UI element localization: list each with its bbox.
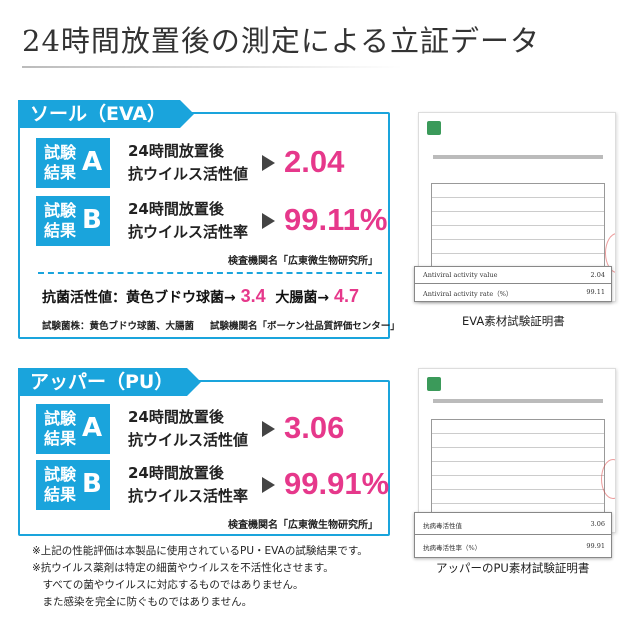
badge-label-top: 試験 (44, 143, 77, 162)
result-value: 3.06 (284, 410, 345, 445)
upper-tag: アッパー（PU） (18, 368, 202, 396)
metric-label: 24時間放置後 抗ウイルス活性率 (128, 462, 248, 508)
arrow-icon: → (224, 290, 236, 306)
institution-label: 検査機関名「広東微生物研究所」 (228, 520, 378, 531)
badge-label-bottom: 結果 (44, 485, 77, 504)
bacteria-2-name: 大腸菌 (275, 290, 318, 306)
institution-label: 検査機関名「広東微生物研究所」 (228, 256, 378, 267)
badge-label-bottom: 結果 (44, 221, 77, 240)
doc-table (431, 419, 605, 519)
summary-value: 99.11 (586, 288, 605, 296)
summary-label: 抗病毒活性值 (423, 522, 462, 530)
dashed-divider (38, 272, 382, 274)
bacteria-1-name: 黄色ブドウ球菌 (126, 290, 224, 306)
metric-label: 24時間放置後 抗ウイルス活性率 (128, 198, 248, 244)
test-strains: 試験菌株：黄色ブドウ球菌、大腸菌 (42, 321, 195, 332)
metric-line1: 24時間放置後 (128, 408, 224, 426)
metric-line2: 抗ウイルス活性率 (128, 487, 249, 505)
eva-certificate-caption: EVA素材試験証明書 (462, 314, 565, 328)
summary-value: 3.06 (590, 520, 605, 528)
badge-letter: A (82, 147, 103, 177)
sole-tag: ソール（EVA） (18, 100, 195, 128)
metric-line1: 24時間放置後 (128, 200, 224, 218)
metric-label: 24時間放置後 抗ウイルス活性値 (128, 140, 248, 186)
upper-panel: アッパー（PU） 試験 結果 A 24時間放置後 抗ウイルス活性値 3.06 試… (18, 368, 390, 536)
pu-certificate-image (418, 368, 616, 533)
metric-line1: 24時間放置後 (128, 142, 224, 160)
pu-certificate-caption: アッパーのPU素材試験証明書 (436, 561, 590, 575)
summary-label: Antiviral activity value (423, 271, 498, 279)
antibacterial-institution: 試験機関名「ボーケン社品質評価センター」 (210, 321, 400, 332)
footnote: ※上記の性能評価は本製品に使用されているPU・EVAの試験結果です。 (32, 545, 368, 557)
badge-letter: B (82, 205, 102, 235)
summary-value: 2.04 (590, 271, 605, 279)
triangle-arrow-icon (262, 421, 275, 437)
badge-label-bottom: 結果 (44, 163, 77, 182)
metric-label: 24時間放置後 抗ウイルス活性値 (128, 406, 248, 452)
metric-line2: 抗ウイルス活性値 (128, 165, 249, 183)
result-badge: 試験 結果 B (36, 196, 110, 246)
summary-row: 抗病毒活性值 3.06 (415, 513, 611, 535)
pu-certificate-summary: 抗病毒活性值 3.06 抗病毒活性率（%） 99.91 (414, 512, 612, 558)
footnote: ※抗ウイルス薬剤は特定の細菌やウイルスを不活性化させます。 (32, 562, 334, 574)
doc-header-line (433, 399, 603, 403)
result-value: 99.11% (284, 202, 388, 237)
result-value: 2.04 (284, 144, 345, 179)
badge-letter: B (82, 469, 102, 499)
metric-line2: 抗ウイルス活性値 (128, 431, 249, 449)
metric-line2: 抗ウイルス活性率 (128, 223, 249, 241)
title-underline (22, 66, 402, 68)
doc-header-line (433, 155, 603, 159)
triangle-arrow-icon (262, 155, 275, 171)
result-badge: 試験 結果 B (36, 460, 110, 510)
antibacterial-label: 抗菌活性値： (42, 290, 126, 306)
triangle-arrow-icon (262, 213, 275, 229)
page-title: 24時間放置後の測定による立証データ (22, 24, 541, 58)
badge-label-bottom: 結果 (44, 429, 77, 448)
badge-letter: A (82, 413, 103, 443)
lab-logo-icon (427, 377, 441, 391)
summary-label: 抗病毒活性率（%） (423, 544, 482, 552)
summary-row: 抗病毒活性率（%） 99.91 (415, 535, 611, 557)
badge-label-top: 試験 (44, 409, 77, 428)
eva-certificate-summary: Antiviral activity value 2.04 Antiviral … (414, 266, 612, 302)
footnotes: ※上記の性能評価は本製品に使用されているPU・EVAの試験結果です。 ※抗ウイル… (32, 543, 368, 611)
metric-line1: 24時間放置後 (128, 464, 224, 482)
antibacterial-line: 抗菌活性値：黄色ブドウ球菌→ 3.4 大腸菌→ 4.7 (42, 286, 359, 307)
bacteria-2-value: 4.7 (334, 286, 360, 306)
summary-value: 99.91 (586, 542, 605, 550)
summary-label: Antiviral activity rate（%） (423, 290, 513, 298)
lab-logo-icon (427, 121, 441, 135)
triangle-arrow-icon (262, 477, 275, 493)
badge-label-top: 試験 (44, 465, 77, 484)
result-badge: 試験 結果 A (36, 138, 110, 188)
bacteria-1-value: 3.4 (240, 286, 266, 306)
summary-row: Antiviral activity value 2.04 (415, 267, 611, 284)
arrow-icon: → (317, 290, 330, 306)
footnote: すべての菌やウイルスに対応するものではありません。 (32, 579, 304, 591)
badge-label-top: 試験 (44, 201, 77, 220)
sole-panel: ソール（EVA） 試験 結果 A 24時間放置後 抗ウイルス活性値 2.04 試… (18, 100, 400, 339)
result-value: 99.91% (284, 466, 390, 501)
result-badge: 試験 結果 A (36, 404, 110, 454)
footnote: また感染を完全に防ぐものではありません。 (32, 596, 253, 608)
summary-row: Antiviral activity rate（%） 99.11 (415, 284, 611, 301)
